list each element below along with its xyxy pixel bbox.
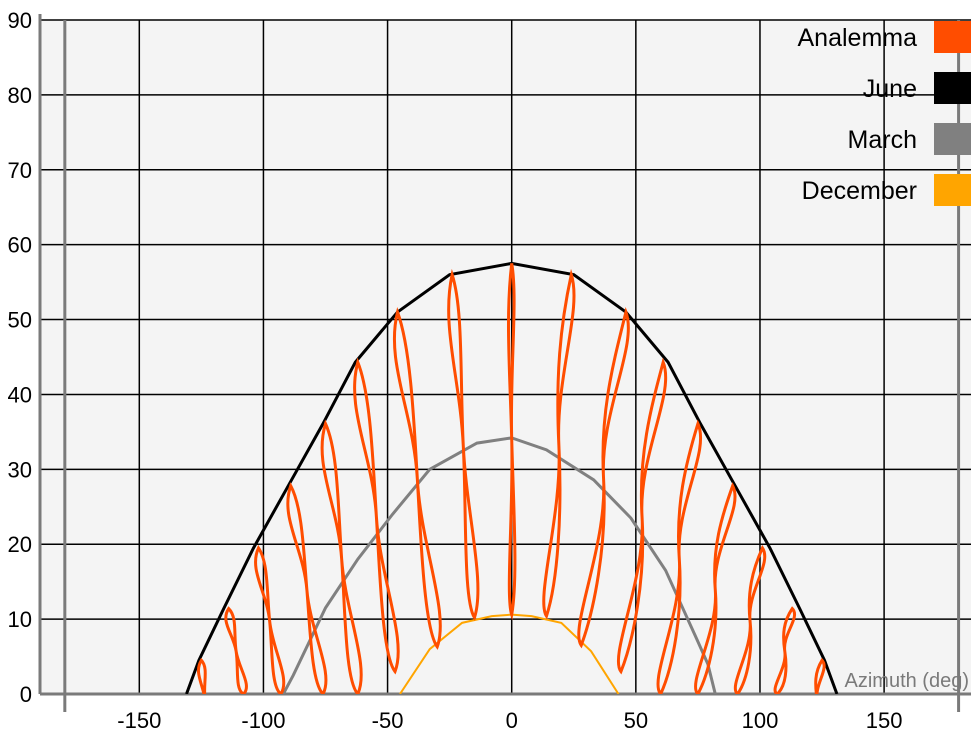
- x-tick-label: -100: [241, 708, 285, 733]
- legend-swatch: [934, 123, 971, 155]
- x-tick-label: 0: [506, 708, 518, 733]
- series-layer: [185, 261, 839, 694]
- x-tick-label: 150: [866, 708, 903, 733]
- legend-label: Analemma: [798, 24, 918, 52]
- analemma-loop: [577, 306, 630, 649]
- x-tick-label: 100: [742, 708, 779, 733]
- y-tick-label: 10: [8, 607, 32, 632]
- analemma-loop: [286, 482, 328, 694]
- analemma-loop: [224, 606, 248, 694]
- legend: Analemma June March December: [798, 21, 971, 206]
- legend-label: March: [848, 126, 917, 154]
- analemma-loop: [814, 657, 826, 694]
- y-tick-label: 20: [8, 532, 32, 557]
- grid-lines: [40, 19, 971, 695]
- analemma-loop: [507, 263, 517, 621]
- analemma-loop: [616, 357, 668, 675]
- y-tick-label: 30: [8, 457, 32, 482]
- legend-label: June: [863, 75, 917, 103]
- legend-swatch: [934, 21, 971, 53]
- analemma-loop: [393, 306, 442, 650]
- analemma-loop: [773, 606, 796, 694]
- y-tick-label: 40: [8, 382, 32, 407]
- legend-swatch: [934, 72, 971, 104]
- analemma-loop: [320, 419, 363, 694]
- analemma-loop: [353, 357, 400, 675]
- x-tick-label: 50: [624, 708, 648, 733]
- y-tick-label: 90: [8, 8, 32, 33]
- plot-background: [40, 20, 971, 694]
- analemma-loop: [733, 544, 767, 694]
- x-tick-label: -150: [117, 708, 161, 733]
- legend-swatch: [934, 174, 971, 206]
- y-tick-label: 60: [8, 233, 32, 258]
- y-tick-label: 50: [8, 308, 32, 333]
- analemma-loop: [542, 268, 576, 620]
- y-tick-label: 0: [20, 682, 32, 707]
- analemma-loop: [254, 544, 286, 694]
- x-axis-label: Azimuth (deg): [845, 670, 970, 692]
- analemma-loop: [447, 268, 480, 622]
- analemma-loop: [656, 419, 703, 694]
- y-tick-label: 70: [8, 158, 32, 183]
- y-tick-label: 80: [8, 83, 32, 108]
- tick-labels: -150 -100 -50 0 50 100 150 0 10 20 30 40 50 60 70 80 90: [8, 8, 903, 733]
- analemma-loop: [694, 482, 737, 694]
- legend-label: December: [802, 177, 917, 205]
- x-tick-label: -50: [372, 708, 404, 733]
- analemma-loop: [196, 657, 207, 694]
